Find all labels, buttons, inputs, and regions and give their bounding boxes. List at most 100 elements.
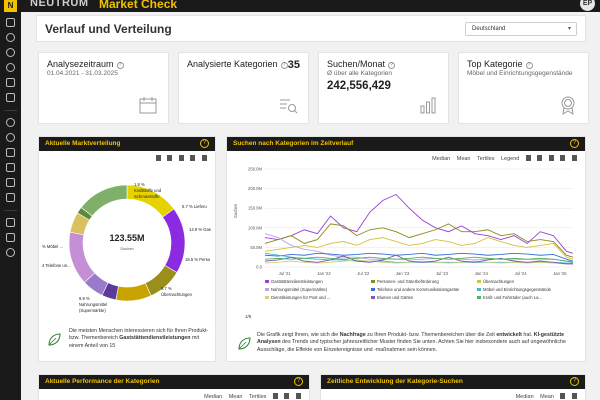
x-tick-label: Jul '24 — [515, 271, 528, 276]
series-line-8[interactable] — [264, 256, 574, 263]
pdf-export-icon[interactable] — [167, 155, 173, 161]
export-toolbar — [151, 155, 207, 162]
pdf-export-icon[interactable] — [572, 393, 577, 399]
book-icon[interactable] — [6, 163, 15, 172]
kpi-title: Analysierte Kategorien — [187, 59, 278, 69]
avatar[interactable]: EP — [580, 0, 595, 11]
trend-icon[interactable] — [6, 93, 15, 102]
image-export-icon[interactable] — [155, 155, 161, 161]
pie-slice-1[interactable] — [162, 208, 186, 273]
legend-item[interactable]: Blumen und Gärten — [377, 295, 414, 300]
globe-icon[interactable] — [6, 63, 15, 72]
series-line-0[interactable] — [264, 193, 574, 254]
help-icon[interactable]: ? — [200, 139, 209, 148]
print-icon[interactable] — [190, 155, 196, 161]
panel-trend: Suchen nach Kategorien im Zeitverlauf ? … — [226, 136, 586, 362]
y-tick-label: 200.0M — [248, 186, 262, 191]
document-icon[interactable] — [6, 148, 15, 157]
pie-slice-6[interactable] — [68, 231, 96, 283]
x-tick-label: Jan '22 — [317, 271, 331, 276]
sidebar-divider — [4, 210, 17, 211]
help-icon[interactable]: ? — [116, 62, 124, 69]
wrench-icon[interactable] — [6, 218, 15, 227]
series-line-1[interactable] — [264, 223, 574, 258]
chart-icon[interactable] — [6, 18, 15, 27]
help-icon[interactable]: ? — [388, 62, 396, 69]
help-icon[interactable]: ? — [294, 377, 303, 386]
median-toggle[interactable]: Median — [515, 394, 534, 400]
search-icon[interactable] — [6, 118, 15, 127]
help-icon[interactable]: ? — [570, 139, 579, 148]
kpi-subtitle: Möbel und Einrichtungsgegenstände — [467, 70, 573, 77]
folder-icon[interactable] — [6, 193, 15, 202]
image-export-icon[interactable] — [272, 393, 278, 399]
donut-total: 123.55M — [109, 233, 144, 243]
median-toggle[interactable]: Median — [204, 394, 223, 400]
tertiles-toggle[interactable]: Tertiles — [477, 156, 495, 162]
fullscreen-icon[interactable] — [202, 155, 207, 161]
leaf-icon — [48, 333, 61, 346]
legend-page[interactable]: 1/9 — [245, 314, 252, 319]
grid-icon[interactable] — [6, 78, 15, 87]
kpi-value: 242,556,429 — [327, 80, 391, 92]
panel-temporal: Zeitliche Entwicklung der Kategorie-Such… — [320, 374, 586, 400]
country-select[interactable]: Deutschland ▾ — [465, 22, 577, 36]
series-line-4[interactable] — [264, 252, 574, 262]
legend-item[interactable]: Kraft- und Fahrräder (auch La... — [483, 295, 542, 300]
app-logo[interactable]: N — [4, 0, 17, 12]
series-line-2[interactable] — [264, 237, 574, 260]
help-icon[interactable]: ? — [525, 62, 533, 69]
panel-title: Suchen nach Kategorien im Zeitverlauf — [233, 140, 354, 147]
country-select-value: Deutschland — [472, 26, 506, 32]
edit-icon[interactable] — [6, 233, 15, 242]
legend-swatch — [477, 296, 481, 299]
pdf-export-icon[interactable] — [284, 393, 290, 399]
series-line-6[interactable] — [264, 259, 573, 265]
csv-export-icon[interactable] — [548, 155, 554, 161]
csv-export-icon[interactable] — [296, 393, 301, 399]
x-tick-label: Jul '23 — [436, 271, 449, 276]
pie-slice-3[interactable] — [115, 282, 152, 302]
slice-label: 14.9 % Gas — [189, 227, 211, 232]
sidebar-divider — [4, 110, 17, 111]
pie-slice-9[interactable] — [80, 184, 128, 217]
chevron-down-icon: ▾ — [567, 26, 571, 32]
target-icon[interactable] — [6, 48, 15, 57]
csv-export-icon[interactable] — [178, 155, 184, 161]
print-icon[interactable] — [560, 155, 566, 161]
location-icon[interactable] — [6, 33, 15, 42]
page-header: Verlauf und Verteilung Deutschland ▾ — [36, 15, 586, 42]
tertiles-toggle[interactable]: Tertiles — [248, 394, 267, 400]
y-axis-label: Suchen — [233, 203, 238, 218]
mean-toggle[interactable]: Mean — [540, 394, 554, 400]
image-export-icon[interactable] — [560, 393, 566, 399]
help-icon[interactable]: ? — [280, 62, 288, 69]
panel-distribution: Aktuelle Marktverteilung ? 123.55M Suche… — [38, 136, 216, 362]
image-export-icon[interactable] — [525, 155, 531, 161]
legend-toggle[interactable]: Legend — [500, 156, 520, 162]
mean-toggle[interactable]: Mean — [228, 394, 243, 400]
fullscreen-icon[interactable] — [572, 155, 577, 161]
mean-toggle[interactable]: Mean — [456, 156, 471, 162]
legend-item[interactable]: Nahrungsmittel (Supermärkte) — [271, 287, 328, 292]
legend-item[interactable]: Telefone und andere Kommunikationsgeräte — [377, 287, 460, 292]
layers-icon[interactable] — [6, 178, 15, 187]
compass-icon[interactable] — [6, 133, 15, 142]
series-line-7[interactable] — [264, 254, 573, 265]
pdf-export-icon[interactable] — [537, 155, 543, 161]
slice-label: (Supermärkte) — [79, 308, 106, 313]
legend-item[interactable]: Gaststättendienstleistungen — [271, 279, 323, 284]
settings-icon[interactable] — [6, 248, 15, 257]
bar-chart-icon — [420, 97, 436, 114]
description-text: hat. — [523, 332, 533, 338]
y-tick-label: 150.0M — [248, 206, 262, 211]
legend-item[interactable]: Dienstleistungen für Post und ... — [271, 295, 330, 300]
median-toggle[interactable]: Median — [432, 156, 451, 162]
donut-total-label: Suchen — [120, 246, 134, 251]
legend-item[interactable]: Übernachtungen — [483, 279, 515, 284]
legend-item[interactable]: Personen- und Güterbeförderung — [377, 279, 439, 284]
help-icon[interactable]: ? — [570, 377, 579, 386]
legend-item[interactable]: Möbel und Einrichtungsgegenstände — [483, 287, 552, 292]
description-highlight: Nachfrage — [339, 332, 366, 338]
chart-toolbar: Median Mean Tertiles Legend — [427, 155, 577, 162]
